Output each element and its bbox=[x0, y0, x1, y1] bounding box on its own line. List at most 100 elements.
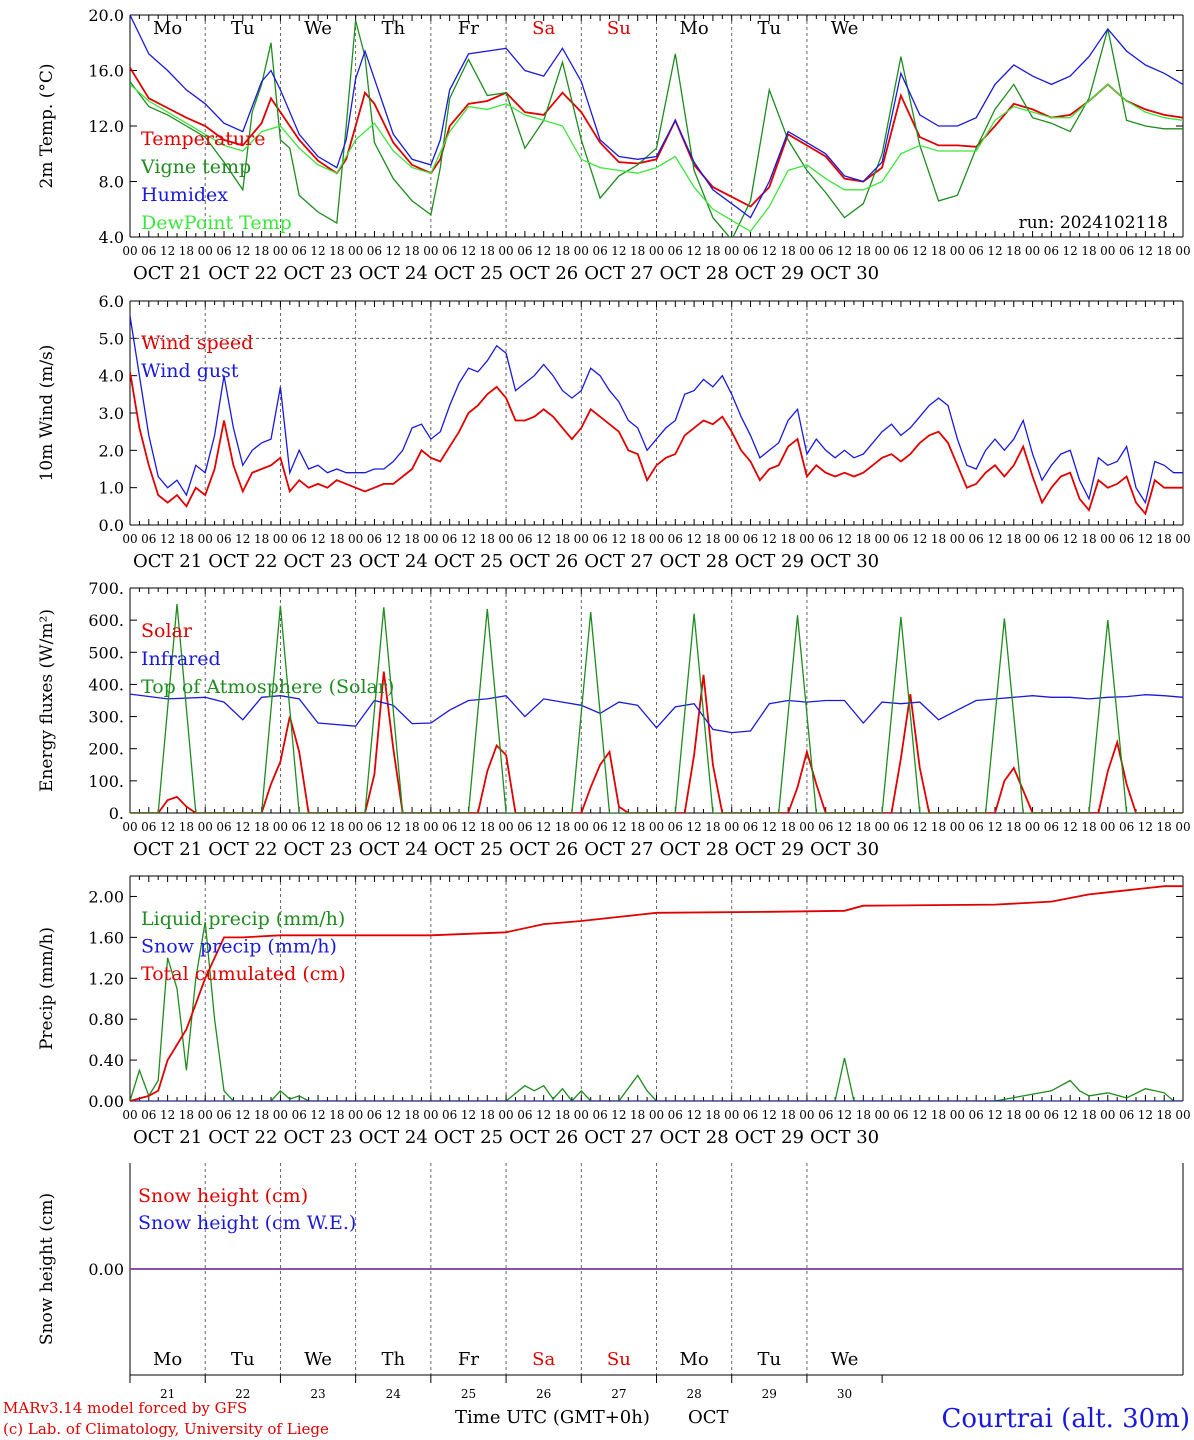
date-label: OCT 28 bbox=[660, 551, 729, 572]
hour-tick-label: 06 bbox=[592, 244, 607, 258]
date-label: OCT 28 bbox=[660, 1127, 729, 1148]
hour-tick-label: 00 bbox=[198, 820, 213, 834]
hour-tick-label: 06 bbox=[1119, 1108, 1134, 1122]
hour-tick-label: 00 bbox=[1100, 244, 1115, 258]
hour-tick-label: 12 bbox=[310, 1108, 325, 1122]
hour-tick-label: 00 bbox=[799, 244, 814, 258]
hour-tick-label: 12 bbox=[160, 244, 175, 258]
date-label: OCT 27 bbox=[584, 551, 653, 572]
date-label: OCT 22 bbox=[208, 1127, 277, 1148]
hour-tick-label: 06 bbox=[668, 244, 683, 258]
bottom-day-number: 21 bbox=[160, 1387, 175, 1401]
hour-tick-label: 18 bbox=[1081, 820, 1096, 834]
hour-tick-label: 18 bbox=[630, 532, 645, 546]
hour-tick-label: 18 bbox=[856, 820, 871, 834]
legend-entry: DewPoint Temp bbox=[141, 212, 292, 234]
hour-tick-label: 06 bbox=[216, 820, 231, 834]
bottom-day-number: 26 bbox=[536, 1387, 551, 1401]
hour-tick-label: 06 bbox=[668, 820, 683, 834]
hour-tick-label: 18 bbox=[630, 244, 645, 258]
y-tick-label: 0. bbox=[109, 804, 124, 823]
hour-tick-label: 18 bbox=[179, 244, 194, 258]
hour-tick-label: 00 bbox=[574, 820, 589, 834]
hour-tick-label: 12 bbox=[837, 532, 852, 546]
hour-tick-label: 18 bbox=[254, 820, 269, 834]
y-tick-label: 0.00 bbox=[88, 1260, 124, 1279]
hour-tick-label: 00 bbox=[348, 532, 363, 546]
hour-tick-label: 12 bbox=[160, 1108, 175, 1122]
hour-tick-label: 12 bbox=[1063, 532, 1078, 546]
hour-tick-label: 12 bbox=[762, 244, 777, 258]
date-label: OCT 30 bbox=[810, 263, 879, 284]
hour-tick-label: 12 bbox=[235, 1108, 250, 1122]
hour-tick-label: 18 bbox=[931, 244, 946, 258]
y-tick-label: 4.0 bbox=[99, 367, 124, 386]
hour-tick-label: 18 bbox=[1081, 1108, 1096, 1122]
date-label: OCT 25 bbox=[434, 1127, 503, 1148]
hour-tick-label: 18 bbox=[404, 1108, 419, 1122]
series-line-humidex bbox=[130, 15, 1183, 219]
hour-tick-label: 18 bbox=[179, 1108, 194, 1122]
hour-tick-label: 00 bbox=[498, 820, 513, 834]
hour-tick-label: 00 bbox=[1100, 1108, 1115, 1122]
weekday-label-top: Mo bbox=[679, 18, 708, 39]
time-axis-label: Time UTC (GMT+0h) bbox=[455, 1407, 650, 1428]
panel-3 bbox=[129, 587, 1184, 814]
date-label: OCT 23 bbox=[283, 551, 352, 572]
y-tick-label: 300. bbox=[88, 708, 124, 727]
hour-tick-label: 00 bbox=[198, 244, 213, 258]
weekday-label-bottom: Sa bbox=[532, 1349, 555, 1370]
hour-tick-label: 18 bbox=[856, 532, 871, 546]
date-label: OCT 24 bbox=[359, 1127, 428, 1148]
hour-tick-label: 18 bbox=[780, 820, 795, 834]
y-axis-label: Energy fluxes (W/m²) bbox=[37, 609, 57, 792]
legend-entry: Humidex bbox=[141, 184, 228, 206]
hour-tick-label: 18 bbox=[1157, 1108, 1172, 1122]
hour-tick-label: 00 bbox=[574, 1108, 589, 1122]
y-axis-label: 2m Temp. (°C) bbox=[37, 63, 57, 188]
hour-tick-label: 00 bbox=[198, 532, 213, 546]
legend-entry: Wind speed bbox=[141, 332, 253, 354]
hour-tick-label: 06 bbox=[292, 820, 307, 834]
hour-tick-label: 18 bbox=[480, 1108, 495, 1122]
series-group bbox=[130, 15, 1183, 237]
date-label: OCT 24 bbox=[359, 839, 428, 860]
hour-tick-label: 06 bbox=[668, 532, 683, 546]
hour-tick-label: 00 bbox=[574, 532, 589, 546]
hour-tick-label: 12 bbox=[160, 820, 175, 834]
hour-tick-label: 12 bbox=[686, 1108, 701, 1122]
hour-tick-label: 00 bbox=[1025, 1108, 1040, 1122]
date-label: OCT 25 bbox=[434, 263, 503, 284]
y-tick-label: 200. bbox=[88, 740, 124, 759]
weekday-label-top: Th bbox=[381, 18, 405, 39]
hour-tick-label: 12 bbox=[686, 820, 701, 834]
hour-tick-label: 00 bbox=[649, 820, 664, 834]
hour-tick-label: 06 bbox=[517, 820, 532, 834]
hour-tick-label: 00 bbox=[122, 532, 137, 546]
hour-tick-label: 18 bbox=[329, 532, 344, 546]
hour-tick-label: 18 bbox=[1006, 244, 1021, 258]
hour-tick-label: 18 bbox=[630, 820, 645, 834]
hour-tick-label: 18 bbox=[931, 532, 946, 546]
y-axis-label: 10m Wind (m/s) bbox=[37, 345, 57, 482]
date-label: OCT 30 bbox=[810, 1127, 879, 1148]
hour-tick-label: 00 bbox=[950, 532, 965, 546]
date-label: OCT 24 bbox=[359, 551, 428, 572]
date-label: OCT 21 bbox=[133, 1127, 202, 1148]
y-tick-label: 0.00 bbox=[88, 1092, 124, 1111]
hour-tick-label: 06 bbox=[442, 532, 457, 546]
hour-tick-label: 18 bbox=[555, 1108, 570, 1122]
hour-tick-label: 12 bbox=[536, 244, 551, 258]
date-label: OCT 21 bbox=[133, 263, 202, 284]
hour-tick-label: 12 bbox=[160, 532, 175, 546]
bottom-day-number: 23 bbox=[310, 1387, 325, 1401]
y-tick-label: 0.80 bbox=[88, 1010, 124, 1029]
hour-tick-label: 06 bbox=[517, 244, 532, 258]
hour-tick-label: 18 bbox=[630, 1108, 645, 1122]
hour-tick-label: 00 bbox=[875, 532, 890, 546]
legend-entry: Solar bbox=[141, 620, 193, 642]
date-label: OCT 29 bbox=[735, 1127, 804, 1148]
hour-tick-label: 18 bbox=[179, 532, 194, 546]
hour-tick-label: 06 bbox=[367, 820, 382, 834]
hour-tick-label: 00 bbox=[799, 820, 814, 834]
